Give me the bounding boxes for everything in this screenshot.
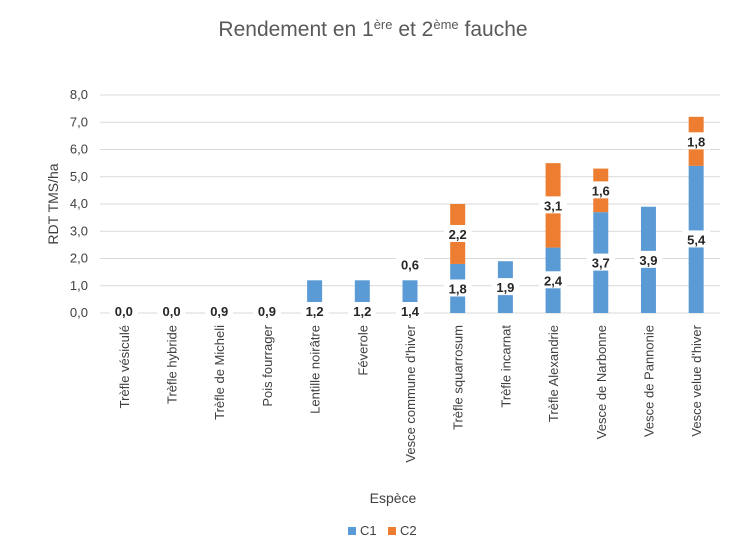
category-label: Vesce velue d'hiver xyxy=(689,324,704,436)
y-tick-label: 8,0 xyxy=(70,87,88,102)
y-axis-title: RDT TMS/ha xyxy=(45,163,61,244)
data-label: 1,4 xyxy=(401,304,420,319)
data-labels: 0,0 0,0 0,9 0,9 1,2 1,2 1,4 0,6 1,8 2,2 1,9 2,4 3,1 3… xyxy=(109,132,711,319)
legend-swatch xyxy=(388,527,396,535)
data-label: 2,4 xyxy=(544,273,563,288)
x-axis-title: Espèce xyxy=(370,490,417,506)
y-tick-label: 6,0 xyxy=(70,142,88,157)
category-label: Trèfle squarrosum xyxy=(451,325,466,430)
y-tick-label: 1,0 xyxy=(70,278,88,293)
category-label: Trèfle de Micheli xyxy=(212,325,227,420)
data-label: 3,7 xyxy=(592,256,610,271)
data-label-bg xyxy=(252,302,281,319)
data-label-bg xyxy=(443,224,472,242)
category-label: Féverole xyxy=(355,325,370,376)
y-axis-ticks: 0,0 1,0 2,0 3,0 4,0 5,0 6,0 7,0 8,0 xyxy=(70,87,88,320)
y-tick-label: 5,0 xyxy=(70,169,88,184)
data-label-bg xyxy=(205,302,234,319)
data-label: 0,0 xyxy=(115,304,133,319)
data-label-bg xyxy=(348,302,377,319)
data-label: 1,8 xyxy=(449,281,467,296)
category-label: Trèfle Alexandrie xyxy=(546,325,561,422)
data-label-bg xyxy=(300,302,329,319)
chart-title-part: Rendement en 1 xyxy=(218,18,373,41)
category-label: Lentille noirâtre xyxy=(308,325,323,414)
data-label-bg xyxy=(634,250,663,268)
data-label-bg xyxy=(539,271,568,289)
y-tick-label: 7,0 xyxy=(70,114,88,129)
data-label-bg xyxy=(682,132,711,150)
chart-title: Rendement en 1ère et 2ème fauche xyxy=(218,17,527,42)
legend-swatch xyxy=(348,527,356,535)
category-label: Vesce de Pannonie xyxy=(641,325,656,437)
chart-title-part: ème xyxy=(433,17,458,32)
data-label-bg xyxy=(157,302,186,319)
data-label: 3,9 xyxy=(639,253,657,268)
data-label: 1,2 xyxy=(306,304,324,319)
category-label: Vesce de Narbonne xyxy=(594,325,609,439)
data-label-bg xyxy=(396,302,424,319)
data-label: 5,4 xyxy=(687,232,706,247)
data-label-bg xyxy=(539,196,568,214)
gridlines xyxy=(100,94,720,314)
y-tick-label: 0,0 xyxy=(70,305,88,320)
data-label-bg xyxy=(109,302,138,319)
y-tick-label: 2,0 xyxy=(70,251,88,266)
data-label: 2,2 xyxy=(449,227,467,242)
data-label-bg xyxy=(443,279,472,297)
category-label: Pois fourrager xyxy=(260,324,275,406)
data-label: 1,8 xyxy=(687,134,705,149)
category-label: Trèfle incarnat xyxy=(498,325,513,408)
data-label: 3,1 xyxy=(544,198,562,213)
data-label: 0,0 xyxy=(162,304,180,319)
data-label-bg xyxy=(586,181,615,199)
category-label: Trèfle hybride xyxy=(165,325,180,404)
chart-title-part: fauche xyxy=(459,18,528,41)
data-label: 1,9 xyxy=(496,280,514,295)
data-label-bg xyxy=(491,278,520,296)
category-labels: Trèfle vésiculé Trèfle hybride Trèfle de M… xyxy=(117,324,704,462)
data-label: 0,9 xyxy=(210,304,228,319)
data-label: 1,6 xyxy=(592,183,610,198)
category-label: Vesce commune d'hiver xyxy=(403,324,418,462)
legend: C1 C2 xyxy=(348,523,417,538)
category-label: Trèfle vésiculé xyxy=(117,325,132,408)
y-tick-label: 3,0 xyxy=(70,223,88,238)
y-tick-label: 4,0 xyxy=(70,196,88,211)
data-label-bg xyxy=(396,255,424,273)
data-label: 0,6 xyxy=(401,257,419,272)
data-label-bg xyxy=(586,253,615,271)
data-label: 1,2 xyxy=(353,304,371,319)
chart-title-part: et 2 xyxy=(393,18,434,41)
legend-label: C2 xyxy=(400,523,417,538)
data-label-bg xyxy=(682,230,711,248)
data-label: 0,9 xyxy=(258,304,276,319)
chart-title-part: ère xyxy=(374,17,393,32)
legend-label: C1 xyxy=(360,523,377,538)
